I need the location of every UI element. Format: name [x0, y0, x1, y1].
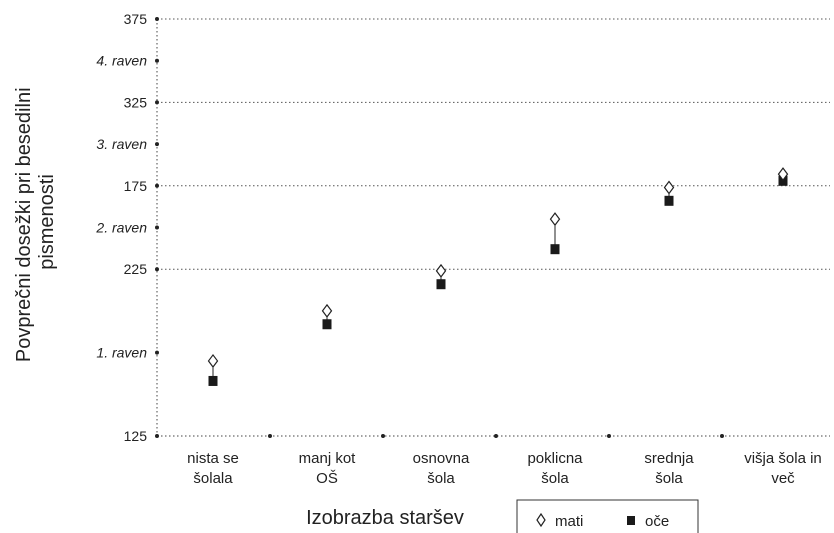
y-axis-tick-label: 3. raven: [96, 136, 147, 152]
y-axis-tick-dot: [155, 183, 159, 188]
mati-point: [549, 212, 561, 227]
y-axis-tick-labels: 375 4. raven 325 3. raven 175 2. raven 225 1. r…: [95, 11, 159, 444]
legend-oce-square-icon: [627, 516, 635, 525]
y-axis-tick-dot: [155, 142, 159, 147]
x-axis-tick-label: osnovna šola: [413, 450, 470, 487]
legend-oce-label: oče: [645, 513, 669, 530]
gridlines: [157, 18, 830, 270]
x-axis-separator-dot: [607, 434, 611, 438]
y-axis-tick-label: 2. raven: [95, 220, 147, 236]
axes: [156, 19, 830, 438]
y-axis-tick-dot: [155, 17, 159, 21]
series-connectors: [212, 174, 784, 381]
x-axis-tick-label: srednja šola: [644, 450, 694, 487]
x-axis-tick-label: manj kot OŠ: [299, 450, 357, 487]
y-axis-tick-dot: [155, 58, 159, 63]
x-axis-separator-dot: [720, 434, 724, 438]
oce-point: [550, 244, 560, 255]
y-axis-tick-label: 175: [124, 178, 148, 194]
legend-mati-diamond-icon: [536, 512, 546, 528]
oce-point: [436, 279, 446, 290]
x-axis-tick-label: nista se šolala: [187, 450, 239, 487]
y-axis-title: Povprečni dosežki pri besedilni pismenos…: [13, 82, 58, 362]
mati-point: [663, 180, 675, 195]
y-axis-tick-label: 4. raven: [96, 53, 147, 69]
y-axis-tick-label: 325: [124, 94, 148, 110]
oce-point: [208, 375, 218, 386]
y-axis-tick-dot: [155, 267, 159, 272]
x-axis-tick-label: višja šola in več: [744, 450, 822, 487]
mati-point: [777, 167, 789, 182]
legend: mati oče: [516, 499, 699, 533]
y-axis-tick-label: 375: [124, 11, 148, 27]
x-axis-separator-dot: [268, 434, 272, 438]
series-mati: [207, 167, 789, 368]
x-axis-separator-dot: [381, 434, 385, 438]
series-oce: [208, 175, 788, 386]
y-axis-tick-dot: [155, 350, 159, 355]
x-axis-separator-dot: [494, 434, 498, 438]
y-axis-tick-dot: [155, 100, 159, 105]
mati-point: [321, 303, 333, 318]
y-axis-tick-dot: [155, 434, 159, 438]
legend-mati-label: mati: [555, 513, 583, 530]
y-axis-tick-label: 225: [124, 261, 148, 277]
x-axis-title: Izobrazba staršev: [306, 507, 464, 529]
mati-point: [435, 263, 447, 278]
mati-point: [207, 353, 219, 368]
oce-point: [664, 195, 674, 206]
x-axis-tick-labels: nista se šolala manj kot OŠ osnovna šola pokli…: [187, 450, 822, 487]
y-axis-tick-label: 125: [124, 428, 148, 444]
y-axis-tick-dot: [155, 225, 159, 230]
y-axis-tick-label: 1. raven: [96, 345, 147, 361]
oce-point: [322, 319, 332, 330]
legend-box: [516, 499, 699, 533]
x-axis-tick-label: poklicna šola: [527, 450, 583, 487]
